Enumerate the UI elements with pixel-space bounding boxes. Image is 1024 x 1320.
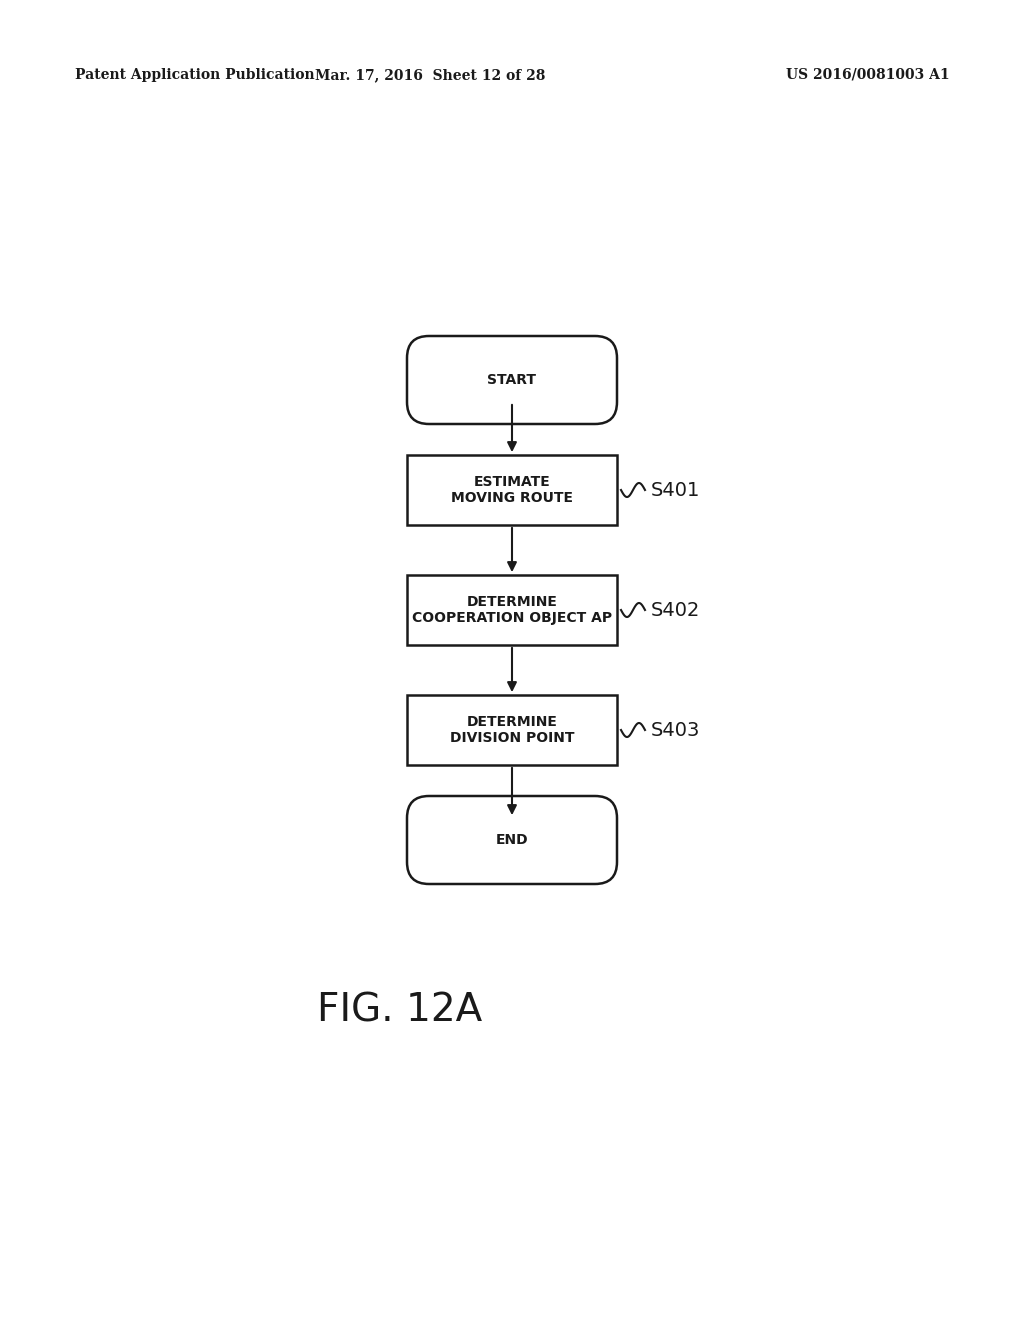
Bar <box>407 455 617 525</box>
Bar <box>429 818 595 862</box>
Text: DETERMINE
COOPERATION OBJECT AP: DETERMINE COOPERATION OBJECT AP <box>412 595 612 626</box>
Bar <box>429 358 595 403</box>
FancyBboxPatch shape <box>407 337 617 424</box>
Text: START: START <box>487 374 537 387</box>
Text: S402: S402 <box>651 601 700 619</box>
Text: END: END <box>496 833 528 847</box>
Text: Patent Application Publication: Patent Application Publication <box>75 69 314 82</box>
Text: US 2016/0081003 A1: US 2016/0081003 A1 <box>786 69 950 82</box>
Text: FIG. 12A: FIG. 12A <box>317 991 482 1030</box>
Text: S401: S401 <box>651 480 700 499</box>
Text: Mar. 17, 2016  Sheet 12 of 28: Mar. 17, 2016 Sheet 12 of 28 <box>314 69 545 82</box>
Text: ESTIMATE
MOVING ROUTE: ESTIMATE MOVING ROUTE <box>451 475 573 506</box>
Bar <box>407 576 617 645</box>
Bar <box>407 696 617 766</box>
FancyBboxPatch shape <box>407 796 617 884</box>
Text: S403: S403 <box>651 721 700 739</box>
Text: DETERMINE
DIVISION POINT: DETERMINE DIVISION POINT <box>450 715 574 744</box>
